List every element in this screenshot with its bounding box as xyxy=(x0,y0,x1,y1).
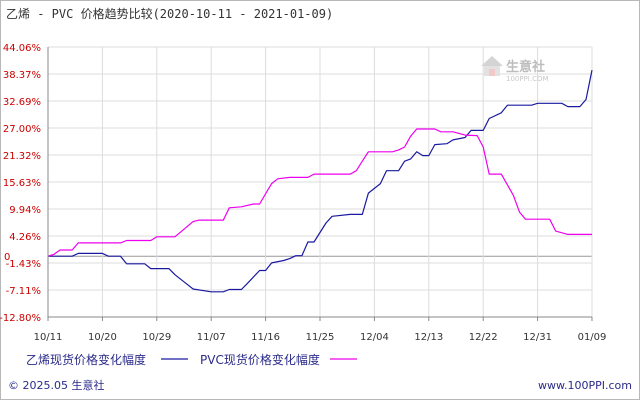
house-logo-icon xyxy=(481,56,503,76)
x-tick-label: 10/20 xyxy=(88,332,117,343)
footer-copyright: © 2025.05 生意社 xyxy=(8,378,104,392)
watermark-brand: 生意社 xyxy=(506,59,545,75)
series-line-ethylene xyxy=(48,69,593,293)
x-tick-label: 11/25 xyxy=(306,332,335,343)
y-tick-label: 27.00% xyxy=(3,124,41,135)
y-tick-label: 44.06% xyxy=(3,43,41,54)
legend: 乙烯现货价格变化幅度 PVC现货价格变化幅度 xyxy=(26,352,357,367)
x-tick-label: 12/22 xyxy=(469,332,498,343)
x-tick-label: 12/13 xyxy=(414,332,443,343)
legend-label-pvc: PVC现货价格变化幅度 xyxy=(200,352,320,367)
chart-title: 乙烯 - PVC 价格趋势比较(2020-10-11 - 2021-01-09) xyxy=(6,6,333,21)
y-tick-label: -1.43% xyxy=(6,259,41,270)
series-line-pvc xyxy=(47,128,592,257)
series-lines xyxy=(47,69,593,293)
legend-label-ethylene: 乙烯现货价格变化幅度 xyxy=(26,352,146,367)
x-tick-label: 11/16 xyxy=(251,332,280,343)
x-axis-ticks: 10/11 10/20 10/29 11/07 11/16 11/25 12/04 12/13… xyxy=(34,332,607,343)
y-tick-label: 9.94% xyxy=(9,205,41,216)
x-tick-label: 11/07 xyxy=(197,332,226,343)
x-tick-label: 10/29 xyxy=(142,332,171,343)
y-tick-label: -7.11% xyxy=(6,286,41,297)
x-tick-label: 12/04 xyxy=(360,332,389,343)
y-axis-ticks: 44.06% 38.37% 32.69% 27.00% 21.32% 15.63% 9.94… xyxy=(0,43,41,324)
x-tick-label: 12/31 xyxy=(523,332,552,343)
zero-label: 0 xyxy=(4,252,10,263)
y-tick-label: -12.80% xyxy=(0,313,41,324)
y-tick-label: 4.26% xyxy=(9,232,41,243)
watermark-logo: 生意社 100PPI.COM xyxy=(481,56,549,83)
y-tick-label: 21.32% xyxy=(3,151,41,162)
x-tick-label: 10/11 xyxy=(34,332,63,343)
watermark-domain: 100PPI.COM xyxy=(506,75,549,83)
x-tick-label: 01/09 xyxy=(578,332,607,343)
y-tick-label: 32.69% xyxy=(3,97,41,108)
grid xyxy=(47,46,593,318)
footer-url: www.100PPI.com xyxy=(538,379,632,392)
y-tick-label: 15.63% xyxy=(3,178,41,189)
y-tick-label: 38.37% xyxy=(3,70,41,81)
axes xyxy=(47,47,593,321)
